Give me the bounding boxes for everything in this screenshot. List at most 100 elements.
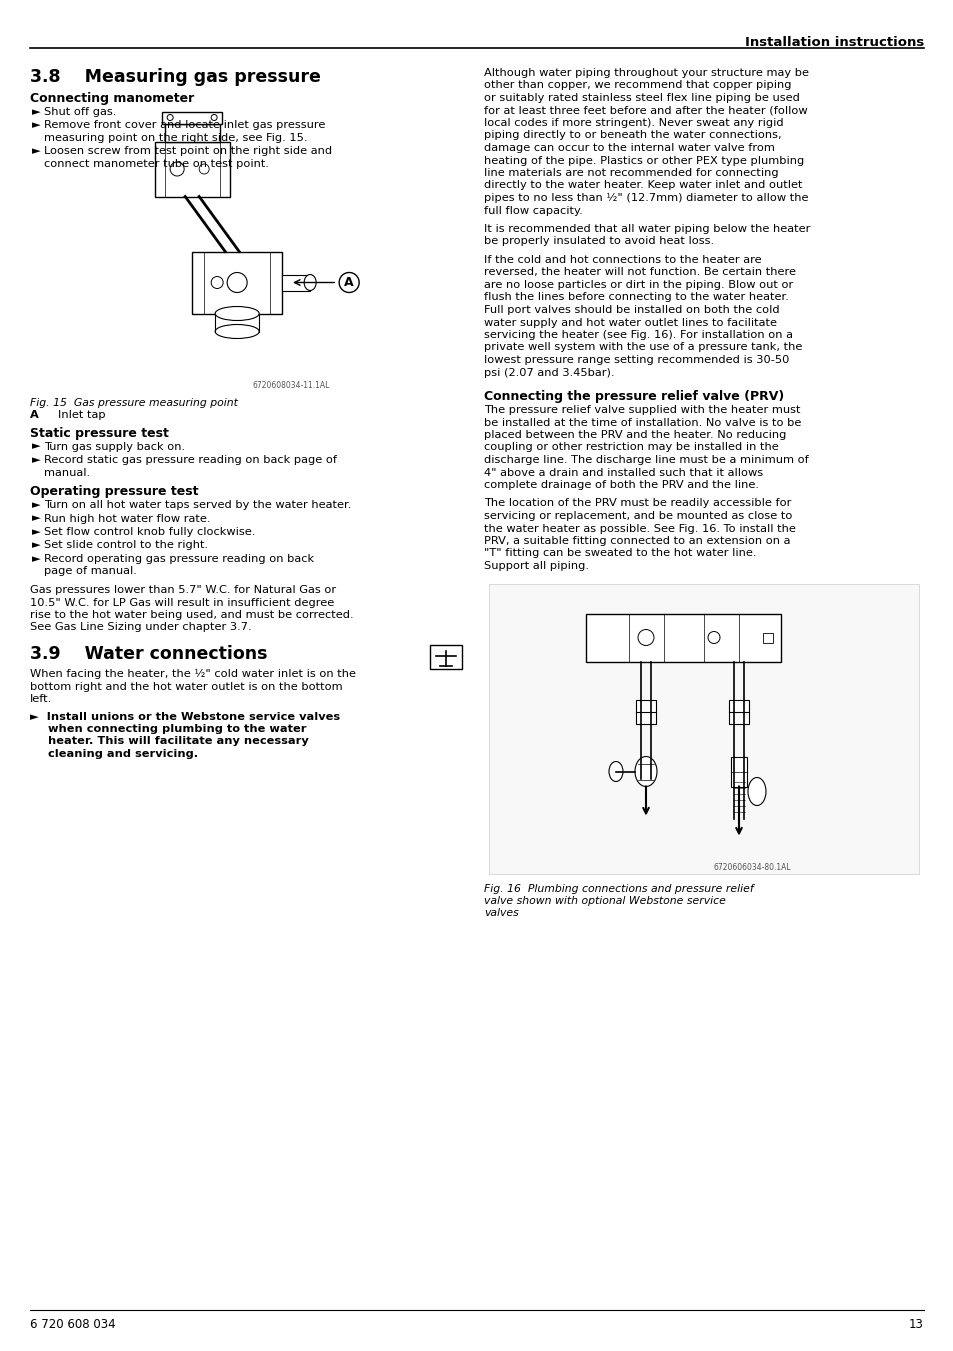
Bar bbox=[730, 757, 746, 786]
Circle shape bbox=[339, 273, 358, 293]
Circle shape bbox=[170, 162, 184, 176]
Text: bottom right and the hot water outlet is on the bottom: bottom right and the hot water outlet is… bbox=[30, 681, 342, 692]
Text: Set slide control to the right.: Set slide control to the right. bbox=[44, 540, 208, 550]
Text: It is recommended that all water piping below the heater: It is recommended that all water piping … bbox=[483, 224, 809, 234]
Text: Record operating gas pressure reading on back: Record operating gas pressure reading on… bbox=[44, 554, 314, 563]
Text: complete drainage of both the PRV and the line.: complete drainage of both the PRV and th… bbox=[483, 480, 759, 490]
Text: See Gas Line Sizing under chapter 3.7.: See Gas Line Sizing under chapter 3.7. bbox=[30, 623, 252, 632]
Text: flush the lines before connecting to the water heater.: flush the lines before connecting to the… bbox=[483, 293, 788, 303]
Text: line materials are not recommended for connecting: line materials are not recommended for c… bbox=[483, 168, 778, 178]
Text: Support all piping.: Support all piping. bbox=[483, 561, 588, 571]
Text: 6 720 608 034: 6 720 608 034 bbox=[30, 1319, 115, 1331]
Text: coupling or other restriction may be installed in the: coupling or other restriction may be ins… bbox=[483, 443, 778, 453]
Text: manual.: manual. bbox=[44, 467, 90, 477]
Text: Run high hot water flow rate.: Run high hot water flow rate. bbox=[44, 513, 211, 523]
Text: If the cold and hot connections to the heater are: If the cold and hot connections to the h… bbox=[483, 255, 760, 265]
Text: Static pressure test: Static pressure test bbox=[30, 427, 169, 439]
Text: servicing or replacement, and be mounted as close to: servicing or replacement, and be mounted… bbox=[483, 511, 792, 521]
Text: directly to the water heater. Keep water inlet and outlet: directly to the water heater. Keep water… bbox=[483, 181, 801, 190]
Text: the water heater as possible. See Fig. 16. To install the: the water heater as possible. See Fig. 1… bbox=[483, 523, 795, 534]
Bar bbox=[762, 632, 773, 643]
Circle shape bbox=[707, 631, 720, 643]
Text: left.: left. bbox=[30, 694, 52, 704]
Bar bbox=[489, 584, 918, 874]
Text: A: A bbox=[30, 411, 39, 420]
Text: Inlet tap: Inlet tap bbox=[58, 411, 106, 420]
Bar bbox=[430, 644, 461, 669]
Text: Fig. 15  Gas pressure measuring point: Fig. 15 Gas pressure measuring point bbox=[30, 397, 237, 408]
Text: Although water piping throughout your structure may be: Although water piping throughout your st… bbox=[483, 68, 808, 78]
Text: Operating pressure test: Operating pressure test bbox=[30, 485, 198, 499]
Text: Connecting manometer: Connecting manometer bbox=[30, 92, 194, 105]
Text: "T" fitting can be sweated to the hot water line.: "T" fitting can be sweated to the hot wa… bbox=[483, 549, 756, 558]
Text: psi (2.07 and 3.45bar).: psi (2.07 and 3.45bar). bbox=[483, 367, 614, 377]
Text: cleaning and servicing.: cleaning and servicing. bbox=[48, 748, 198, 759]
Ellipse shape bbox=[215, 324, 259, 339]
Circle shape bbox=[227, 273, 247, 293]
Text: heating of the pipe. Plastics or other PEX type plumbing: heating of the pipe. Plastics or other P… bbox=[483, 155, 803, 166]
Text: Connecting the pressure relief valve (PRV): Connecting the pressure relief valve (PR… bbox=[483, 390, 783, 403]
Text: Installation instructions: Installation instructions bbox=[744, 36, 923, 49]
Text: ►: ► bbox=[32, 527, 41, 536]
Text: private well system with the use of a pressure tank, the: private well system with the use of a pr… bbox=[483, 343, 801, 353]
Ellipse shape bbox=[608, 762, 622, 781]
Text: Shut off gas.: Shut off gas. bbox=[44, 107, 116, 118]
Text: lowest pressure range setting recommended is 30-50: lowest pressure range setting recommende… bbox=[483, 355, 788, 365]
Text: 4" above a drain and installed such that it allows: 4" above a drain and installed such that… bbox=[483, 467, 762, 477]
Bar bbox=[192, 251, 282, 313]
Text: or suitably rated stainless steel flex line piping be used: or suitably rated stainless steel flex l… bbox=[483, 93, 799, 103]
Text: connect manometer tube on test point.: connect manometer tube on test point. bbox=[44, 159, 269, 169]
Circle shape bbox=[167, 115, 173, 120]
Text: local codes if more stringent). Never sweat any rigid: local codes if more stringent). Never sw… bbox=[483, 118, 782, 128]
Text: ►  Install unions or the Webstone service valves: ► Install unions or the Webstone service… bbox=[30, 712, 340, 721]
Text: rise to the hot water being used, and must be corrected.: rise to the hot water being used, and mu… bbox=[30, 611, 354, 620]
Ellipse shape bbox=[747, 777, 765, 805]
Text: Gas pressures lower than 5.7" W.C. for Natural Gas or: Gas pressures lower than 5.7" W.C. for N… bbox=[30, 585, 335, 594]
Text: measuring point on the right side, see Fig. 15.: measuring point on the right side, see F… bbox=[44, 132, 307, 143]
Text: discharge line. The discharge line must be a minimum of: discharge line. The discharge line must … bbox=[483, 455, 808, 465]
Ellipse shape bbox=[635, 757, 657, 786]
Text: be properly insulated to avoid heat loss.: be properly insulated to avoid heat loss… bbox=[483, 236, 714, 246]
Circle shape bbox=[211, 115, 217, 120]
Text: When facing the heater, the ½" cold water inlet is on the: When facing the heater, the ½" cold wate… bbox=[30, 669, 355, 680]
Text: Record static gas pressure reading on back page of: Record static gas pressure reading on ba… bbox=[44, 455, 336, 465]
Text: be installed at the time of installation. No valve is to be: be installed at the time of installation… bbox=[483, 417, 801, 427]
Circle shape bbox=[638, 630, 654, 646]
Text: ►: ► bbox=[32, 120, 41, 131]
Text: reversed, the heater will not function. Be certain there: reversed, the heater will not function. … bbox=[483, 267, 795, 277]
Bar bbox=[636, 700, 656, 724]
Text: 13: 13 bbox=[908, 1319, 923, 1331]
Text: 6720606034-80.1AL: 6720606034-80.1AL bbox=[713, 863, 791, 873]
Text: ►: ► bbox=[32, 554, 41, 563]
Text: ►: ► bbox=[32, 455, 41, 465]
Circle shape bbox=[211, 277, 223, 289]
Text: valve shown with optional Webstone service: valve shown with optional Webstone servi… bbox=[483, 896, 725, 905]
Text: are no loose particles or dirt in the piping. Blow out or: are no loose particles or dirt in the pi… bbox=[483, 280, 792, 290]
Text: heater. This will facilitate any necessary: heater. This will facilitate any necessa… bbox=[48, 736, 309, 747]
Text: Remove front cover and locate inlet gas pressure: Remove front cover and locate inlet gas … bbox=[44, 120, 325, 131]
Text: Set flow control knob fully clockwise.: Set flow control knob fully clockwise. bbox=[44, 527, 255, 536]
Bar bbox=[586, 613, 781, 662]
Text: Full port valves should be installed on both the cold: Full port valves should be installed on … bbox=[483, 305, 779, 315]
Text: The pressure relief valve supplied with the heater must: The pressure relief valve supplied with … bbox=[483, 405, 800, 415]
Text: 10.5" W.C. for LP Gas will result in insufficient degree: 10.5" W.C. for LP Gas will result in ins… bbox=[30, 597, 334, 608]
Text: 6720608034-11.1AL: 6720608034-11.1AL bbox=[252, 381, 329, 389]
Text: Turn on all hot water taps served by the water heater.: Turn on all hot water taps served by the… bbox=[44, 500, 351, 509]
Bar bbox=[282, 274, 310, 290]
Text: Fig. 16  Plumbing connections and pressure relief: Fig. 16 Plumbing connections and pressur… bbox=[483, 884, 753, 893]
Text: ►: ► bbox=[32, 107, 41, 118]
Text: Turn gas supply back on.: Turn gas supply back on. bbox=[44, 442, 185, 451]
Circle shape bbox=[199, 163, 209, 174]
Text: Loosen screw from test point on the right side and: Loosen screw from test point on the righ… bbox=[44, 146, 332, 157]
Text: pipes to no less than ½" (12.7mm) diameter to allow the: pipes to no less than ½" (12.7mm) diamet… bbox=[483, 193, 807, 203]
Ellipse shape bbox=[215, 307, 259, 320]
Ellipse shape bbox=[304, 274, 315, 290]
Text: ►: ► bbox=[32, 442, 41, 451]
Text: other than copper, we recommend that copper piping: other than copper, we recommend that cop… bbox=[483, 81, 791, 91]
Text: ►: ► bbox=[32, 146, 41, 157]
Bar bbox=[165, 123, 219, 142]
Text: ►: ► bbox=[32, 513, 41, 523]
Text: piping directly to or beneath the water connections,: piping directly to or beneath the water … bbox=[483, 131, 781, 141]
Bar bbox=[162, 112, 222, 123]
Bar bbox=[728, 700, 748, 724]
